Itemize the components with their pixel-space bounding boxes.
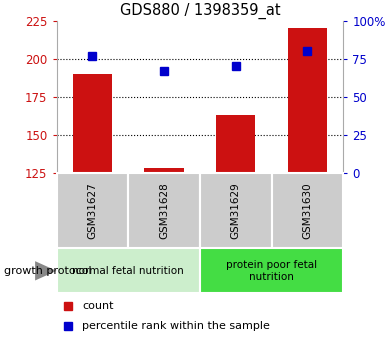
Polygon shape [35,261,57,280]
Bar [128,172,200,248]
Text: GSM31629: GSM31629 [231,182,241,239]
Text: percentile rank within the sample: percentile rank within the sample [82,321,270,331]
Bar [73,74,112,172]
Title: GDS880 / 1398359_at: GDS880 / 1398359_at [120,3,280,19]
Bar [200,172,271,248]
Text: GSM31630: GSM31630 [302,182,312,239]
Bar [288,28,327,172]
Bar [271,172,343,248]
Bar [144,168,184,172]
Bar [57,172,128,248]
Bar [57,248,200,293]
Text: count: count [82,301,114,311]
Text: GSM31628: GSM31628 [159,182,169,239]
Text: protein poor fetal
nutrition: protein poor fetal nutrition [226,260,317,282]
Bar [216,115,255,172]
Text: normal fetal nutrition: normal fetal nutrition [72,266,184,276]
Text: GSM31627: GSM31627 [87,182,98,239]
Text: growth protocol: growth protocol [4,266,92,276]
Bar [200,248,343,293]
